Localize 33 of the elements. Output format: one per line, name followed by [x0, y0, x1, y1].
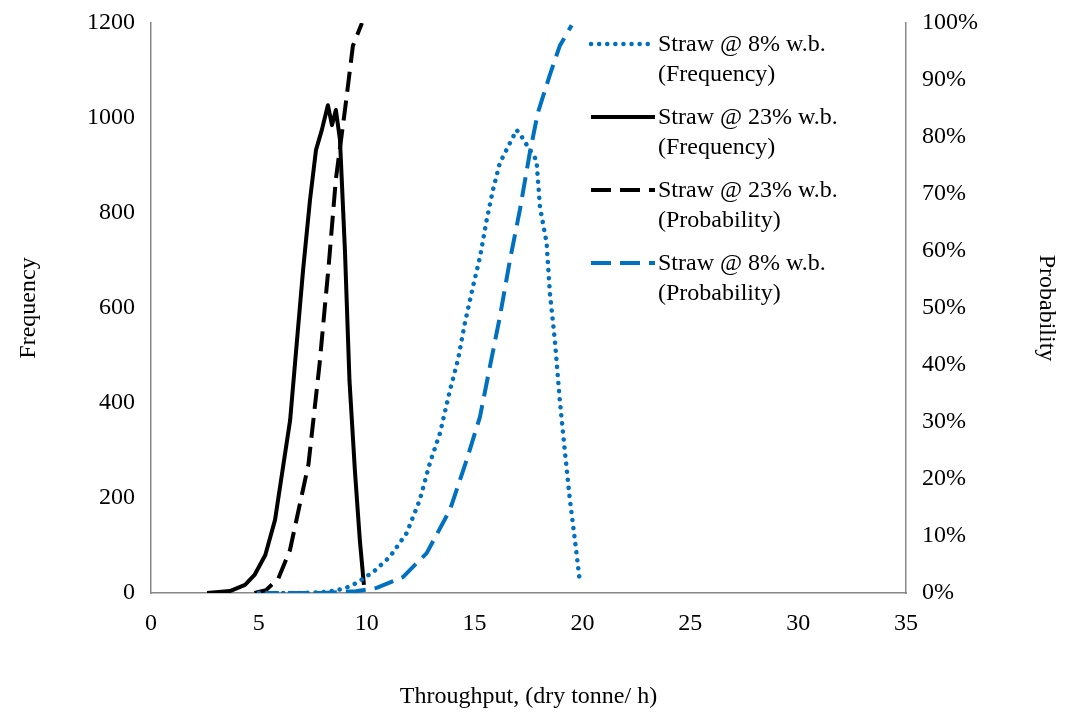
y2-tick-label: 40% — [922, 350, 966, 377]
legend-label: Straw @ 23% w.b. (Frequency) — [658, 102, 839, 161]
legend-label: Straw @ 8% w.b. (Frequency) — [658, 29, 827, 88]
x-tick-label: 15 — [462, 608, 487, 635]
x-tick-label: 5 — [252, 608, 265, 635]
legend-label: Straw @ 8% w.b. (Probability) — [658, 248, 827, 307]
y2-tick-label: 60% — [922, 236, 966, 263]
y-tick-label: 400 — [99, 388, 135, 415]
y-tick-label: 1000 — [87, 103, 135, 130]
y2-tick-label: 20% — [922, 464, 966, 491]
x-tick-label: 35 — [894, 608, 918, 635]
legend-label: Straw @ 23% w.b. (Probability) — [658, 175, 839, 234]
y2-tick-label: 80% — [922, 122, 966, 149]
x-tick-label: 20 — [570, 608, 595, 635]
y2-tick-label: 100% — [922, 8, 978, 35]
x-tick-label: 25 — [678, 608, 703, 635]
y-tick-label: 800 — [99, 198, 135, 225]
y2-tick-label: 90% — [922, 65, 966, 92]
y2-axis-title: Probability — [1035, 254, 1062, 362]
y-tick-label: 0 — [123, 578, 135, 605]
x-tick-label: 30 — [786, 608, 811, 635]
y2-tick-label: 0% — [922, 578, 954, 605]
y-tick-label: 1200 — [87, 8, 135, 35]
y-tick-label: 600 — [99, 293, 135, 320]
x-tick-label: 0 — [145, 608, 157, 635]
y2-tick-label: 70% — [922, 179, 966, 206]
y-axis-title: Frequency — [13, 257, 40, 359]
y2-tick-label: 50% — [922, 293, 966, 320]
x-tick-label: 10 — [354, 608, 379, 635]
y-tick-label: 200 — [99, 483, 135, 510]
x-axis-title: Throughput, (dry tonne/ h) — [399, 681, 658, 708]
y2-tick-label: 30% — [922, 407, 966, 434]
y2-tick-label: 10% — [922, 521, 966, 548]
